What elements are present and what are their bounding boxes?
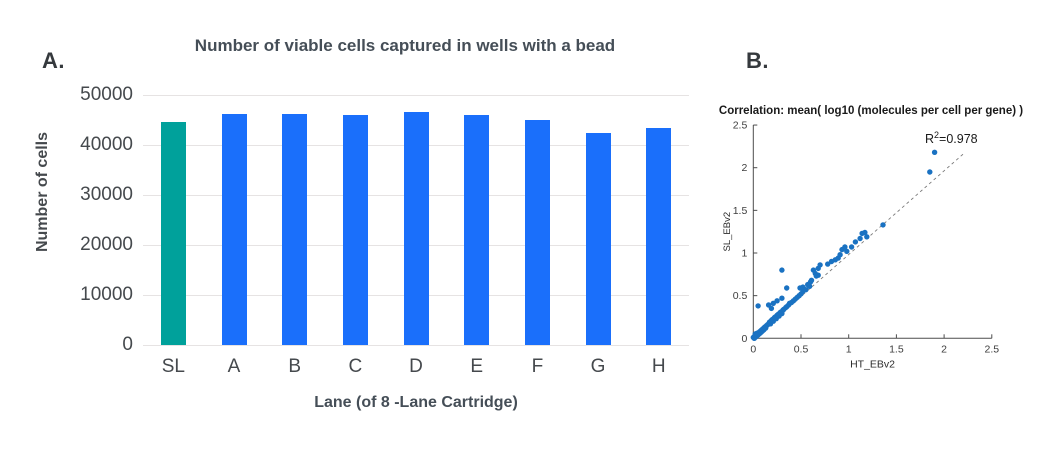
- x-tick-label: 0.5: [794, 343, 809, 355]
- panel-a-label: A.: [42, 48, 65, 73]
- bar-slot: [568, 95, 629, 345]
- bar-H: [646, 128, 672, 345]
- bar-chart-x-axis-ticks: SL A B C D E F G H: [143, 356, 689, 378]
- fit-line: [753, 153, 964, 339]
- data-point: [931, 149, 938, 155]
- bar-slot: [264, 95, 325, 345]
- bar-slot: [507, 95, 568, 345]
- x-tick-label: B: [288, 356, 302, 377]
- y-tick-label: 20000: [80, 234, 133, 255]
- bar-chart-bars: [143, 95, 689, 345]
- data-point: [880, 222, 886, 228]
- y-tick-label: 0.5: [733, 290, 748, 302]
- data-point: [784, 285, 790, 291]
- bar-slot: [386, 95, 447, 345]
- y-tick-label: 2.5: [733, 120, 748, 132]
- x-tick-label: G: [590, 356, 606, 377]
- data-point: [848, 244, 855, 250]
- y-tick-label: 0: [122, 334, 133, 355]
- bar-C: [342, 115, 368, 345]
- x-tick-label: D: [409, 356, 423, 377]
- scatter-x-axis-label: HT_EBv2: [850, 358, 895, 370]
- x-tick-label: E: [470, 356, 484, 377]
- bar-E: [464, 115, 490, 345]
- x-tick-label: H: [651, 356, 666, 377]
- r-squared-annotation: R2=0.978: [925, 130, 978, 146]
- panel-b-label: B.: [746, 48, 769, 73]
- y-tick-label: 10000: [80, 284, 133, 305]
- y-tick-label: 30000: [80, 184, 133, 205]
- y-tick-label: 2: [741, 162, 747, 174]
- data-point: [774, 298, 780, 304]
- data-point: [755, 303, 761, 309]
- data-point: [806, 283, 813, 289]
- x-tick-label: 0: [750, 343, 756, 355]
- x-tick-label: SL: [161, 356, 185, 377]
- scatter-title: Correlation: mean( log10 (molecules per …: [719, 105, 1023, 117]
- y-tick-label: 40000: [80, 134, 133, 155]
- y-tick-label: 50000: [80, 84, 133, 105]
- data-point: [770, 300, 776, 306]
- gridline: [143, 345, 689, 346]
- scatter-y-axis-label: SL_EBv2: [722, 212, 733, 252]
- data-point: [842, 244, 848, 250]
- bar-B: [282, 114, 308, 345]
- data-point: [864, 234, 870, 240]
- gridline: [143, 95, 689, 96]
- data-point: [852, 239, 859, 245]
- bar-chart-x-axis-label: Lane (of 8 -Lane Cartridge): [314, 394, 518, 411]
- data-point: [857, 235, 863, 242]
- x-tick-label: 2: [941, 343, 947, 355]
- data-point: [927, 169, 933, 175]
- data-point: [815, 272, 821, 278]
- bar-chart-plot-area: [143, 95, 689, 346]
- scatter-plot: Correlation: mean( log10 (molecules per …: [719, 105, 1023, 370]
- data-point: [803, 287, 809, 293]
- data-point: [837, 252, 843, 258]
- bar-slot: [204, 95, 265, 345]
- bar-chart-title: Number of viable cells captured in wells…: [194, 36, 616, 55]
- bar-chart-y-axis-ticks: 50000 40000 30000 20000 10000 0: [55, 84, 133, 355]
- x-tick-label: 1: [846, 343, 852, 355]
- data-point: [844, 248, 850, 254]
- bar-slot: [143, 95, 204, 345]
- y-tick-label: 1: [741, 248, 747, 260]
- data-point: [862, 229, 868, 236]
- y-tick-label: 1.5: [733, 205, 748, 217]
- x-tick-label: A: [227, 356, 241, 377]
- bar-G: [585, 132, 611, 345]
- data-point: [808, 277, 815, 283]
- bar-slot: [446, 95, 507, 345]
- bar-F: [524, 120, 550, 345]
- x-tick-label: 2.5: [984, 343, 999, 355]
- y-tick-label: 0: [741, 333, 747, 345]
- data-point: [779, 267, 785, 273]
- bar-D: [403, 112, 429, 345]
- bar-slot: [325, 95, 386, 345]
- bar-SL: [160, 122, 186, 345]
- data-point: [752, 331, 758, 337]
- data-point: [779, 295, 785, 301]
- x-tick-label: F: [531, 356, 544, 377]
- data-point: [765, 302, 772, 308]
- data-point: [825, 261, 831, 267]
- bar-chart-y-axis-label: Number of cells: [34, 131, 51, 253]
- bar-A: [221, 114, 247, 345]
- x-tick-label: 1.5: [889, 343, 904, 355]
- bar-slot: [628, 95, 689, 345]
- data-point: [817, 262, 823, 268]
- x-tick-label: C: [348, 356, 363, 377]
